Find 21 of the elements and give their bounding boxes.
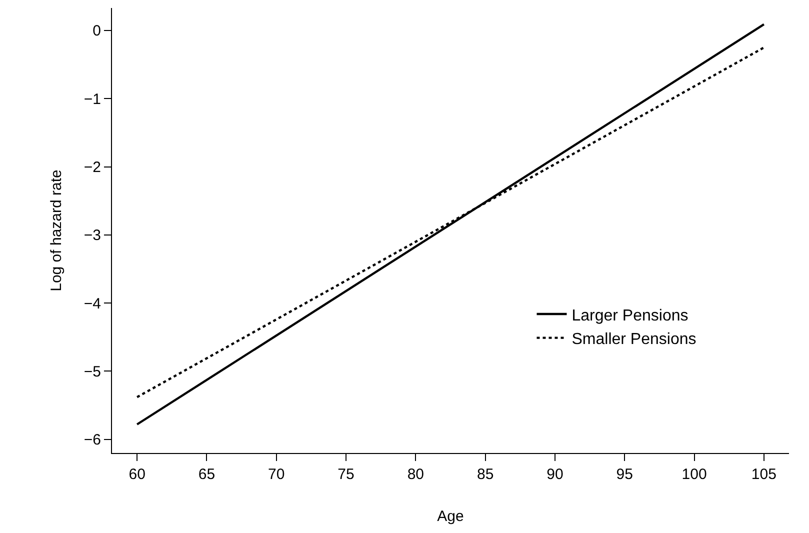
y-tick-label: −1 (84, 90, 101, 108)
y-tick-label: −3 (84, 227, 101, 244)
y-tick-label: −5 (84, 363, 101, 380)
x-tick-label: 65 (198, 466, 216, 483)
y-tick-label: −4 (84, 295, 101, 312)
legend-label: Larger Pensions (572, 307, 688, 324)
y-tick-label: −6 (84, 432, 101, 449)
x-tick-label: 85 (476, 466, 494, 483)
x-tick-label: 105 (751, 466, 776, 483)
x-tick-label: 95 (616, 466, 633, 483)
y-axis-title: Log of hazard rate (48, 170, 66, 292)
y-tick-label: −2 (84, 159, 101, 176)
x-tick-label: 60 (128, 466, 146, 483)
x-tick-label: 100 (682, 466, 707, 483)
x-axis-title: Age (437, 508, 464, 525)
legend-label: Smaller Pensions (572, 331, 696, 348)
x-tick-label: 80 (407, 466, 424, 483)
x-tick-label: 70 (268, 466, 285, 483)
x-tick-label: 90 (546, 466, 564, 483)
y-tick-label: 0 (92, 22, 101, 40)
x-tick-label: 75 (338, 466, 354, 483)
